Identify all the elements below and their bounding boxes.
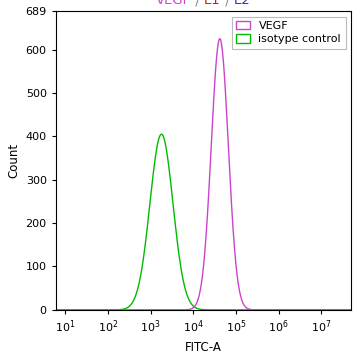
Text: /: / bbox=[191, 0, 204, 7]
Text: /: / bbox=[221, 0, 234, 7]
X-axis label: FITC-A: FITC-A bbox=[185, 341, 222, 354]
Text: E1: E1 bbox=[204, 0, 221, 7]
Legend: VEGF, isotype control: VEGF, isotype control bbox=[232, 17, 345, 49]
Y-axis label: Count: Count bbox=[7, 143, 20, 178]
Text: E2: E2 bbox=[234, 0, 251, 7]
Text: VEGF: VEGF bbox=[156, 0, 191, 7]
